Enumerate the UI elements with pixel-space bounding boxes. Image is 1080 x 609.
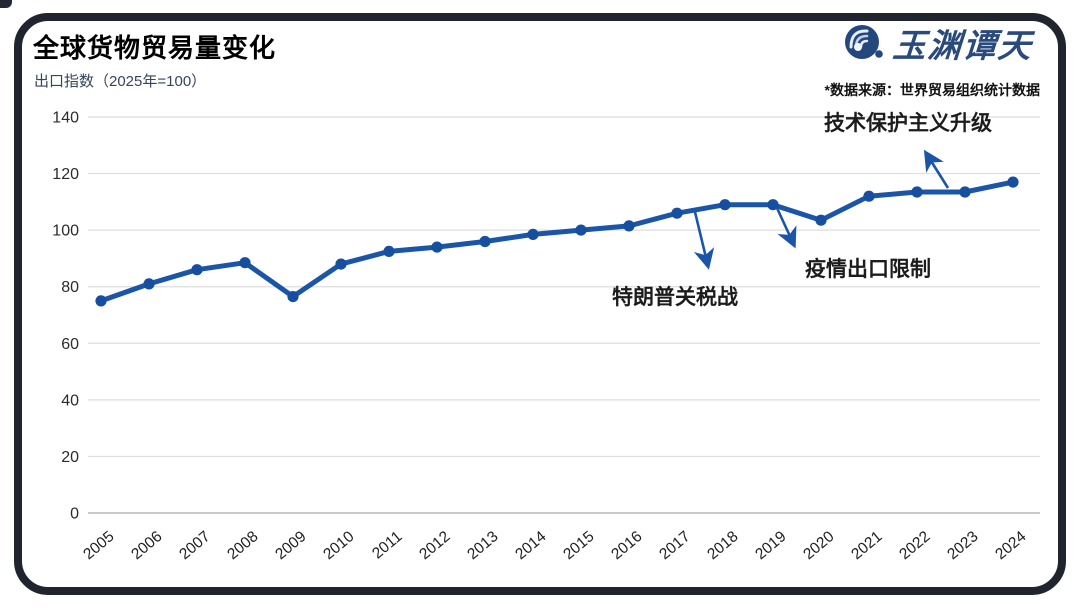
y-tick-label: 120 xyxy=(52,166,79,183)
x-tick-label: 2010 xyxy=(320,528,358,563)
data-point xyxy=(911,186,923,198)
data-point xyxy=(431,241,443,253)
x-tick-label: 2006 xyxy=(128,528,165,563)
y-axis-unit-label: 出口指数（2025年=100） xyxy=(34,73,207,90)
data-point xyxy=(191,264,203,276)
data-point xyxy=(527,228,539,240)
trend-line-series xyxy=(95,176,1019,307)
x-tick-label: 2015 xyxy=(560,528,597,563)
annotation-arrow xyxy=(693,211,715,270)
x-tick-label: 2016 xyxy=(608,528,645,563)
data-point xyxy=(335,258,347,270)
y-tick-label: 0 xyxy=(70,506,79,523)
chart-title: 全球货物贸易量变化 xyxy=(33,33,277,63)
data-point xyxy=(767,199,779,211)
data-point xyxy=(815,214,827,226)
x-tick-label: 2011 xyxy=(369,528,405,562)
annotation-arrow xyxy=(775,207,797,249)
x-tick-label: 2017 xyxy=(656,528,693,563)
data-point xyxy=(287,291,299,303)
data-point xyxy=(479,235,491,248)
y-tick-label: 140 xyxy=(52,110,79,127)
brand-logo-icon xyxy=(845,25,883,59)
annotations: 特朗普关税战 疫情出口限制 技术保护主义升级 xyxy=(612,111,992,309)
y-axis-tick-labels: 0 20 40 60 80 100 120 140 xyxy=(52,110,79,523)
data-point xyxy=(671,207,683,219)
x-tick-label: 2009 xyxy=(272,528,309,563)
y-tick-label: 20 xyxy=(61,449,79,466)
x-tick-label: 2005 xyxy=(80,528,117,563)
data-point xyxy=(863,190,875,202)
gridlines xyxy=(88,116,1040,514)
y-tick-label: 60 xyxy=(61,336,79,353)
x-tick-label: 2019 xyxy=(752,528,789,563)
x-axis-tick-labels: 2005 2006 2007 2008 2009 2010 2011 2012 2013 2014… xyxy=(80,528,1030,563)
data-point xyxy=(1007,176,1019,188)
x-tick-label: 2012 xyxy=(416,528,453,563)
brand-logo: 玉渊谭天 xyxy=(843,20,1034,66)
annotation-arrow xyxy=(923,149,950,189)
trend-line xyxy=(98,179,1016,304)
chart-card xyxy=(14,13,1066,595)
x-tick-label: 2023 xyxy=(944,528,981,563)
data-source-note: *数据来源：世界贸易组织统计数据 xyxy=(824,82,1040,98)
data-point xyxy=(719,199,731,211)
data-point xyxy=(575,224,587,236)
data-point xyxy=(959,186,971,198)
data-point xyxy=(95,295,107,307)
x-tick-label: 2024 xyxy=(992,528,1030,563)
x-tick-label: 2021 xyxy=(848,528,885,563)
data-point xyxy=(143,278,155,290)
x-tick-label: 2013 xyxy=(464,528,501,563)
data-point xyxy=(239,257,251,269)
x-tick-label: 2008 xyxy=(224,528,261,563)
y-tick-label: 80 xyxy=(61,279,79,296)
annotation-label: 特朗普关税战 xyxy=(612,285,738,309)
x-tick-label: 2014 xyxy=(512,528,550,563)
x-tick-label: 2018 xyxy=(704,528,741,563)
data-point xyxy=(383,245,395,257)
annotation-label: 疫情出口限制 xyxy=(805,257,931,281)
data-point xyxy=(623,220,635,232)
x-tick-label: 2020 xyxy=(800,528,838,563)
y-tick-label: 40 xyxy=(61,392,79,409)
y-tick-label: 100 xyxy=(52,223,79,240)
x-tick-label: 2022 xyxy=(896,528,933,563)
crop-artifact xyxy=(0,0,12,8)
annotation-label: 技术保护主义升级 xyxy=(824,111,992,135)
x-tick-label: 2007 xyxy=(176,528,213,563)
